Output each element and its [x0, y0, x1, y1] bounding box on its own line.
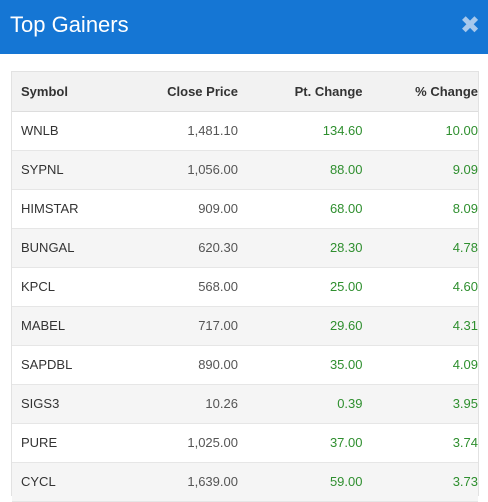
pct-change-cell: 4.31 [452, 318, 478, 333]
table-row: KPCL 568.00 25.00 4.60 [12, 267, 478, 306]
pt-change-cell: 68.00 [329, 201, 363, 216]
table-row: MABEL 717.00 29.60 4.31 [12, 306, 478, 345]
symbol-cell: MABEL [21, 318, 66, 333]
pct-change-cell: 4.09 [452, 357, 478, 372]
symbol-cell: KPCL [21, 279, 55, 294]
pct-change-cell: 9.09 [452, 162, 478, 177]
column-header-pt-change[interactable]: Pt. Change [237, 72, 363, 112]
symbol-cell: SYPNL [21, 162, 64, 177]
table-header-row: Symbol Close Price Pt. Change % Change [12, 72, 478, 112]
pt-change-cell: 88.00 [329, 162, 363, 177]
pct-change-cell: 4.78 [452, 240, 478, 255]
pct-change-cell: 3.73 [452, 474, 478, 489]
symbol-cell: SAPDBL [21, 357, 73, 372]
pt-change-cell: 37.00 [329, 435, 363, 450]
pct-change-cell: 3.74 [452, 435, 478, 450]
table-row: WNLB 1,481.10 134.60 10.00 [12, 111, 478, 150]
pct-change-cell: 10.00 [445, 123, 478, 138]
table-row: BUNGAL 620.30 28.30 4.78 [12, 228, 478, 267]
column-header-close-price[interactable]: Close Price [121, 72, 238, 112]
symbol-cell: SIGS3 [21, 396, 60, 411]
symbol-cell: WNLB [21, 123, 59, 138]
close-price-cell: 1,056.00 [187, 162, 238, 177]
pct-change-cell: 4.60 [452, 279, 478, 294]
modal-title: Top Gainers [10, 12, 129, 37]
table-row: SYPNL 1,056.00 88.00 9.09 [12, 150, 478, 189]
table-row: SAPDBL 890.00 35.00 4.09 [12, 345, 478, 384]
table-row: SIGS3 10.26 0.39 3.95 [12, 384, 478, 423]
close-icon[interactable]: ✖ [460, 12, 481, 39]
column-header-pct-change[interactable]: % Change [362, 72, 478, 112]
pt-change-cell: 29.60 [329, 318, 363, 333]
symbol-cell: BUNGAL [21, 240, 75, 255]
close-price-cell: 1,481.10 [187, 123, 238, 138]
gainers-table: Symbol Close Price Pt. Change % Change W… [12, 72, 478, 502]
symbol-cell: PURE [21, 435, 58, 450]
close-price-cell: 717.00 [198, 318, 238, 333]
table-row: HIMSTAR 909.00 68.00 8.09 [12, 189, 478, 228]
close-price-cell: 1,639.00 [187, 474, 238, 489]
close-price-cell: 620.30 [198, 240, 238, 255]
modal-header: Top Gainers ✖ [0, 0, 488, 54]
close-price-cell: 1,025.00 [187, 435, 238, 450]
pct-change-cell: 3.95 [452, 396, 478, 411]
close-price-cell: 10.26 [205, 396, 238, 411]
symbol-cell: CYCL [21, 474, 56, 489]
gainers-table-panel: Symbol Close Price Pt. Change % Change W… [11, 71, 479, 501]
pt-change-cell: 28.30 [329, 240, 363, 255]
pt-change-cell: 35.00 [329, 357, 363, 372]
close-price-cell: 890.00 [198, 357, 238, 372]
pct-change-cell: 8.09 [452, 201, 478, 216]
symbol-cell: HIMSTAR [21, 201, 79, 216]
column-header-symbol[interactable]: Symbol [12, 72, 122, 112]
table-row: PURE 1,025.00 37.00 3.74 [12, 423, 478, 462]
pt-change-cell: 59.00 [329, 474, 363, 489]
close-price-cell: 909.00 [198, 201, 238, 216]
pt-change-cell: 134.60 [322, 123, 363, 138]
close-price-cell: 568.00 [198, 279, 238, 294]
pt-change-cell: 0.39 [337, 396, 363, 411]
pt-change-cell: 25.00 [329, 279, 363, 294]
table-row: CYCL 1,639.00 59.00 3.73 [12, 462, 478, 501]
